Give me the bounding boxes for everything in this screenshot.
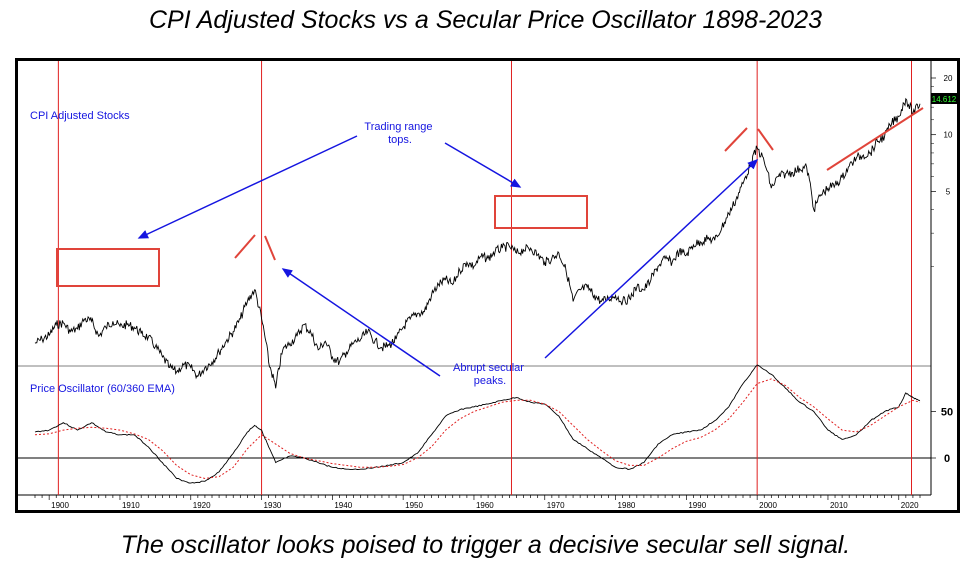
x-tick-label: 2000 bbox=[759, 501, 777, 510]
y-tick-label: 5 bbox=[946, 187, 951, 196]
x-tick-label: 1970 bbox=[547, 501, 565, 510]
trading-range-box-1 bbox=[56, 248, 160, 287]
series-cpi-adjusted-stocks bbox=[34, 97, 921, 389]
chart: 1900 1910 1920 1930 1940 1950 1960 1970 1980 1990… bbox=[15, 58, 960, 513]
peak-markers bbox=[234, 107, 924, 261]
x-tick-label: 1910 bbox=[122, 501, 140, 510]
chart-caption: The oscillator looks poised to trigger a… bbox=[120, 531, 851, 559]
y-tick-label: 10 bbox=[944, 131, 953, 140]
x-tick-label: 1920 bbox=[193, 501, 211, 510]
x-tick-label: 1980 bbox=[618, 501, 636, 510]
x-tick-label: 2010 bbox=[830, 501, 848, 510]
y-tick-label: 50 bbox=[941, 407, 953, 419]
annotation-abrupt-peaks: Abrupt secular peaks. bbox=[453, 362, 527, 387]
x-tick-label: 1950 bbox=[405, 501, 423, 510]
series-oscillator-dashed bbox=[34, 378, 921, 480]
panel-label-stocks: CPI Adjusted Stocks bbox=[30, 110, 130, 122]
x-tick-label: 2020 bbox=[901, 501, 919, 510]
series-oscillator-solid bbox=[34, 364, 921, 484]
x-tick-label: 1990 bbox=[688, 501, 706, 510]
x-tick-label: 1930 bbox=[264, 501, 282, 510]
y-tick-label: 0 bbox=[944, 453, 950, 465]
trading-range-box-2 bbox=[494, 195, 588, 229]
x-tick-label: 1940 bbox=[334, 501, 352, 510]
last-value-badge: 14.612 bbox=[932, 95, 957, 104]
panel-label-oscillator: Price Oscillator (60/360 EMA) bbox=[30, 383, 175, 395]
signal-vertical-lines bbox=[57, 61, 913, 495]
chart-frame bbox=[15, 58, 960, 513]
y-tick-label: 20 bbox=[944, 74, 953, 83]
annotation-arrows bbox=[137, 135, 759, 377]
x-tick-label: 1900 bbox=[51, 501, 69, 510]
x-tick-label: 1960 bbox=[476, 501, 494, 510]
last-value-badge-bg bbox=[931, 93, 957, 104]
y-axis-stocks: 5 10 20 bbox=[931, 74, 953, 267]
chart-title: CPI Adjusted Stocks vs a Secular Price O… bbox=[149, 6, 822, 34]
annotation-trading-range: Trading range tops. bbox=[364, 121, 435, 146]
x-axis: 1900 1910 1920 1930 1940 1950 1960 1970 1980 1990… bbox=[34, 495, 921, 510]
